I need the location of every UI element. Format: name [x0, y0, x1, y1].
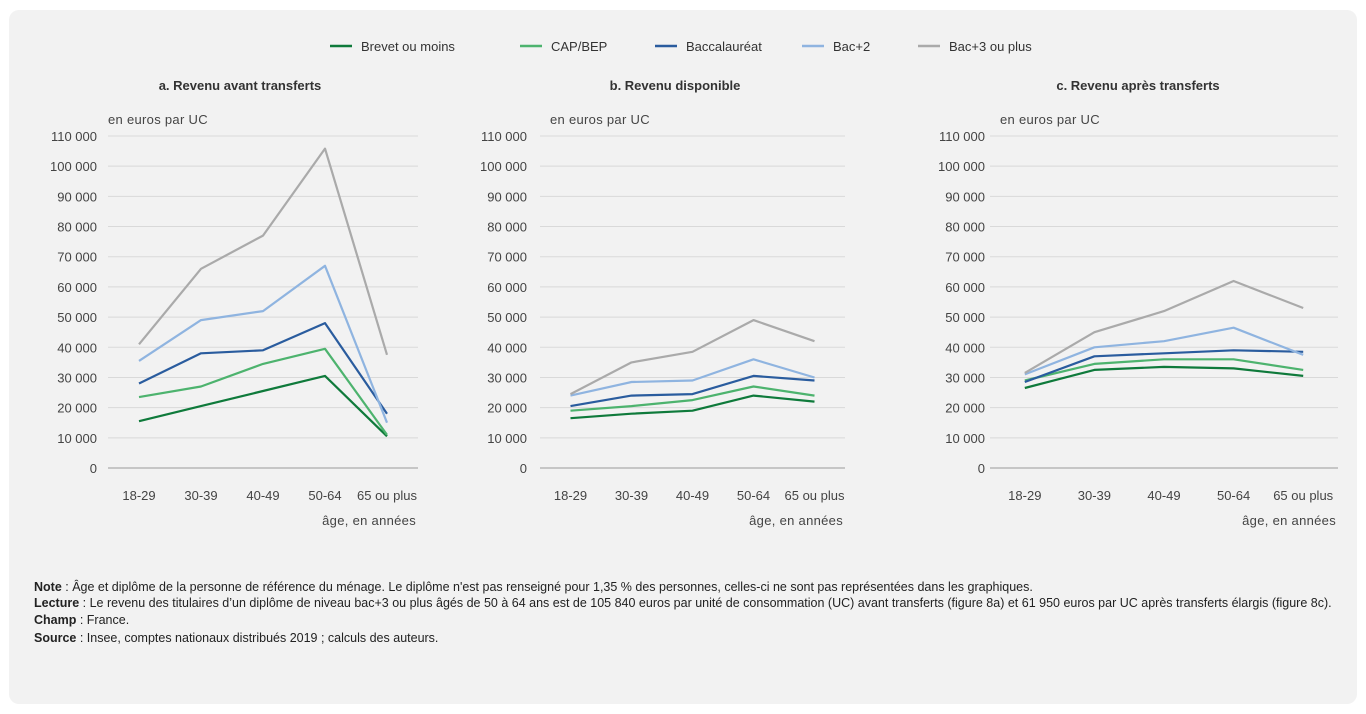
series-line-baccalaureat [570, 374, 815, 408]
y-tick-label: 70 000 [945, 250, 985, 265]
y-tick-label: 10 000 [487, 431, 527, 446]
series-line-bac-3-ou-plus [1024, 279, 1304, 374]
y-tick-label: 60 000 [487, 280, 527, 295]
y-tick-label: 60 000 [57, 280, 97, 295]
source-text: : Insee, comptes nationaux distribués 20… [76, 630, 439, 645]
y-tick-label: 30 000 [945, 370, 985, 385]
y-tick-label: 50 000 [57, 310, 97, 325]
x-tick-label: 50-64 [1217, 488, 1250, 503]
series-line-bac-2 [570, 358, 815, 397]
source-line: Source : Insee, comptes nationaux distri… [34, 631, 1344, 647]
y-tick-label: 110 000 [51, 129, 97, 144]
series-line-bac-2 [1024, 326, 1304, 376]
series-line-brevet-ou-moins [138, 374, 388, 438]
y-tick-label: 20 000 [487, 401, 527, 416]
x-tick-label: 65 ou plus [357, 488, 417, 503]
y-tick-label: 90 000 [57, 189, 97, 204]
champ-label: Champ [34, 613, 77, 627]
y-tick-label: 80 000 [487, 220, 527, 235]
series-line-brevet-ou-moins [570, 394, 815, 420]
champ-line: Champ : France. [34, 613, 1344, 629]
x-tick-label: 65 ou plus [785, 488, 845, 503]
y-tick-label: 30 000 [487, 370, 527, 385]
x-tick-label: 50-64 [308, 488, 341, 503]
chart-c: c. Revenu après transferts en euros par U… [938, 78, 1338, 528]
chart-title: a. Revenu avant transferts [159, 78, 322, 93]
x-tick-label: 50-64 [737, 488, 770, 503]
y-tick-label: 60 000 [945, 280, 985, 295]
x-tick-label: 40-49 [246, 488, 279, 503]
legend-label-brevet-ou-moins: Brevet ou moins [361, 39, 455, 54]
x-tick-label: 40-49 [676, 488, 709, 503]
x-tick-label: 18-29 [1008, 488, 1041, 503]
charts-canvas: Brevet ou moins CAP/BEP Baccalauréat Bac+2 B… [50, 39, 1338, 528]
y-tick-label: 0 [978, 461, 985, 476]
notes-block: Note : Âge et diplôme de la personne de … [34, 580, 1344, 646]
x-tick-label: 30-39 [615, 488, 648, 503]
y-tick-label: 110 000 [939, 129, 985, 144]
series-line-brevet-ou-moins [1024, 365, 1304, 390]
y-tick-label: 0 [90, 461, 97, 476]
note-text: : Âge et diplôme de la personne de référ… [61, 580, 1033, 594]
source-label: Source [34, 630, 77, 645]
legend-label-baccalaureat: Baccalauréat [686, 39, 762, 54]
figure-panel [9, 10, 1357, 704]
series-line-baccalaureat [138, 322, 388, 415]
chart-title: c. Revenu après transferts [1056, 78, 1219, 93]
y-tick-label: 100 000 [480, 159, 527, 174]
series-line-bac-3-ou-plus [138, 147, 389, 356]
legend-label-cap-bep: CAP/BEP [551, 39, 607, 54]
x-axis-label: âge, en années [749, 513, 843, 528]
y-tick-label: 90 000 [487, 189, 527, 204]
lecture-label: Lecture [34, 595, 80, 610]
y-tick-label: 70 000 [57, 250, 97, 265]
legend-label-bac-3-ou-plus: Bac+3 ou plus [949, 39, 1032, 54]
x-tick-label: 30-39 [184, 488, 217, 503]
note-line: Note : Âge et diplôme de la personne de … [34, 580, 1344, 596]
y-axis-label: en euros par UC [550, 112, 650, 127]
series-line-cap-bep [1024, 358, 1304, 382]
x-tick-label: 65 ou plus [1273, 488, 1333, 503]
x-tick-label: 18-29 [122, 488, 155, 503]
series-line-cap-bep [570, 385, 815, 412]
x-tick-label: 30-39 [1078, 488, 1111, 503]
y-tick-label: 70 000 [487, 250, 527, 265]
y-tick-label: 10 000 [945, 431, 985, 446]
y-tick-label: 40 000 [945, 340, 985, 355]
y-tick-label: 80 000 [945, 220, 985, 235]
y-tick-label: 20 000 [945, 401, 985, 416]
y-axis-label: en euros par UC [1000, 112, 1100, 127]
series-line-baccalaureat [1024, 349, 1304, 384]
legend: Brevet ou moins CAP/BEP Baccalauréat Bac+2 B… [330, 39, 1032, 54]
legend-label-bac-2: Bac+2 [833, 39, 870, 54]
y-tick-label: 50 000 [945, 310, 985, 325]
chart-title: b. Revenu disponible [610, 78, 741, 93]
y-tick-label: 100 000 [938, 159, 985, 174]
y-tick-label: 0 [520, 461, 527, 476]
y-tick-label: 10 000 [57, 431, 97, 446]
y-tick-label: 40 000 [57, 340, 97, 355]
chart-b: b. Revenu disponible en euros par UC 0 10 0… [480, 78, 845, 528]
y-tick-label: 80 000 [57, 220, 97, 235]
y-tick-label: 20 000 [57, 401, 97, 416]
y-tick-label: 90 000 [945, 189, 985, 204]
y-tick-label: 40 000 [487, 340, 527, 355]
note-label: Note [34, 580, 62, 594]
x-axis-label: âge, en années [1242, 513, 1336, 528]
lecture-line: Lecture : Le revenu des titulaires d’un … [34, 596, 1344, 612]
y-axis-label: en euros par UC [108, 112, 208, 127]
y-tick-label: 100 000 [50, 159, 97, 174]
x-tick-label: 18-29 [554, 488, 587, 503]
series-line-cap-bep [138, 347, 388, 436]
y-tick-label: 30 000 [57, 370, 97, 385]
chart-a: a. Revenu avant transferts en euros par U… [50, 78, 418, 528]
champ-text: : France. [76, 613, 130, 627]
y-tick-label: 50 000 [487, 310, 527, 325]
series-line-bac-3-ou-plus [569, 319, 815, 396]
series-line-bac-2 [138, 264, 389, 424]
x-tick-label: 40-49 [1147, 488, 1180, 503]
y-tick-label: 110 000 [481, 129, 527, 144]
x-axis-label: âge, en années [322, 513, 416, 528]
lecture-text: : Le revenu des titulaires d’un diplôme … [79, 595, 1332, 610]
